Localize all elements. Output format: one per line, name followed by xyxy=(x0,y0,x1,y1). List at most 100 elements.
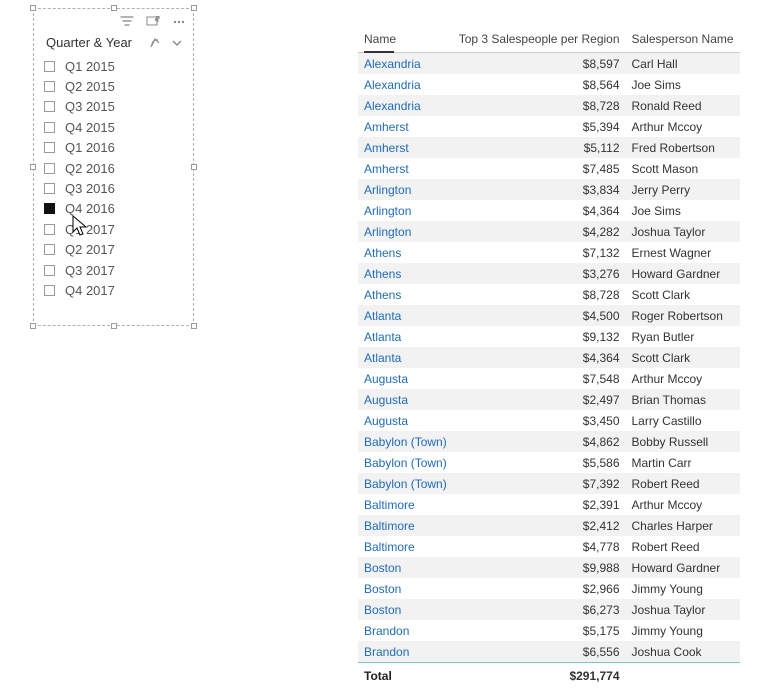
slicer-item[interactable]: Q2 2015 xyxy=(44,76,183,96)
cell-name: Boston xyxy=(358,599,453,620)
slicer-item[interactable]: Q1 2017 xyxy=(44,219,183,239)
table-row[interactable]: Boston$2,966Jimmy Young xyxy=(358,578,740,599)
cell-metric: $6,556 xyxy=(453,641,626,663)
clear-selections-icon[interactable] xyxy=(149,37,161,49)
checkbox-icon[interactable] xyxy=(44,61,55,72)
slicer-panel[interactable]: Quarter & Year Q1 2015Q2 2015Q3 2015Q4 2… xyxy=(33,8,194,326)
table-row[interactable]: Amherst$7,485Scott Mason xyxy=(358,158,740,179)
more-options-icon[interactable] xyxy=(171,15,187,29)
table-row[interactable]: Athens$3,276Howard Gardner xyxy=(358,263,740,284)
focus-mode-icon[interactable] xyxy=(145,15,161,29)
table-row[interactable]: Atlanta$9,132Ryan Butler xyxy=(358,326,740,347)
table-row[interactable]: Atlanta$4,364Scott Clark xyxy=(358,347,740,368)
table-row[interactable]: Alexandria$8,597Carl Hall xyxy=(358,53,740,75)
checkbox-icon[interactable] xyxy=(44,81,55,92)
resize-handle[interactable] xyxy=(30,323,36,329)
slicer-item[interactable]: Q3 2016 xyxy=(44,178,183,198)
table-row[interactable]: Babylon (Town)$7,392Robert Reed xyxy=(358,473,740,494)
slicer-item[interactable]: Q1 2015 xyxy=(44,56,183,76)
checkbox-icon[interactable] xyxy=(44,224,55,235)
resize-handle[interactable] xyxy=(191,164,197,170)
table-row[interactable]: Arlington$4,282Joshua Taylor xyxy=(358,221,740,242)
checkbox-icon[interactable] xyxy=(44,101,55,112)
cell-metric: $8,597 xyxy=(453,53,626,75)
slicer-item[interactable]: Q3 2017 xyxy=(44,260,183,280)
column-header-metric[interactable]: Top 3 Salespeople per Region xyxy=(453,28,626,53)
table-row[interactable]: Boston$9,988Howard Gardner xyxy=(358,557,740,578)
column-header-name[interactable]: Name xyxy=(358,28,453,53)
resize-handle[interactable] xyxy=(191,5,197,11)
slicer-header: Quarter & Year xyxy=(34,33,193,54)
table-row[interactable]: Augusta$2,497Brian Thomas xyxy=(358,389,740,410)
table-row[interactable]: Amherst$5,112Fred Robertson xyxy=(358,137,740,158)
cell-name: Athens xyxy=(358,284,453,305)
table-row[interactable]: Brandon$5,175Jimmy Young xyxy=(358,620,740,641)
table-row[interactable]: Brandon$6,556Joshua Cook xyxy=(358,641,740,663)
table-row[interactable]: Amherst$5,394Arthur Mccoy xyxy=(358,116,740,137)
cell-name: Atlanta xyxy=(358,326,453,347)
checkbox-icon[interactable] xyxy=(44,265,55,276)
table-row[interactable]: Athens$8,728Scott Clark xyxy=(358,284,740,305)
table-row[interactable]: Atlanta$4,500Roger Robertson xyxy=(358,305,740,326)
cell-metric: $7,132 xyxy=(453,242,626,263)
checkbox-icon[interactable] xyxy=(44,244,55,255)
table-row[interactable]: Augusta$3,450Larry Castillo xyxy=(358,410,740,431)
cell-salesperson: Fred Robertson xyxy=(626,137,740,158)
table-row[interactable]: Babylon (Town)$4,862Bobby Russell xyxy=(358,431,740,452)
slicer-item-label: Q2 2016 xyxy=(65,161,115,176)
chevron-down-icon[interactable] xyxy=(171,37,183,49)
cell-metric: $2,966 xyxy=(453,578,626,599)
resize-handle[interactable] xyxy=(111,323,117,329)
cell-metric: $4,364 xyxy=(453,347,626,368)
resize-handle[interactable] xyxy=(30,164,36,170)
total-value: $291,774 xyxy=(453,663,626,689)
table-row[interactable]: Arlington$4,364Joe Sims xyxy=(358,200,740,221)
slicer-item-label: Q1 2017 xyxy=(65,222,115,237)
table-row[interactable]: Athens$7,132Ernest Wagner xyxy=(358,242,740,263)
table-row[interactable]: Augusta$7,548Arthur Mccoy xyxy=(358,368,740,389)
cell-salesperson: Ernest Wagner xyxy=(626,242,740,263)
table-row[interactable]: Arlington$3,834Jerry Perry xyxy=(358,179,740,200)
filter-icon[interactable] xyxy=(119,15,135,29)
slicer-item[interactable]: Q2 2016 xyxy=(44,158,183,178)
cell-metric: $5,112 xyxy=(453,137,626,158)
table-row[interactable]: Baltimore$2,412Charles Harper xyxy=(358,515,740,536)
cell-salesperson: Howard Gardner xyxy=(626,557,740,578)
checkbox-icon[interactable] xyxy=(44,122,55,133)
resize-handle[interactable] xyxy=(30,5,36,11)
slicer-item[interactable]: Q4 2017 xyxy=(44,280,183,300)
cell-metric: $4,364 xyxy=(453,200,626,221)
table-row[interactable]: Alexandria$8,728Ronald Reed xyxy=(358,95,740,116)
table-visual[interactable]: Name Top 3 Salespeople per Region Salesp… xyxy=(358,28,733,689)
column-header-salesperson[interactable]: Salesperson Name xyxy=(626,28,740,53)
checkbox-icon[interactable] xyxy=(44,285,55,296)
checkbox-icon[interactable] xyxy=(44,163,55,174)
slicer-item[interactable]: Q1 2016 xyxy=(44,138,183,158)
slicer-item[interactable]: Q3 2015 xyxy=(44,97,183,117)
cell-metric: $9,132 xyxy=(453,326,626,347)
cell-name: Arlington xyxy=(358,221,453,242)
table-row[interactable]: Baltimore$4,778Robert Reed xyxy=(358,536,740,557)
cell-metric: $5,394 xyxy=(453,116,626,137)
slicer-item[interactable]: Q2 2017 xyxy=(44,240,183,260)
slicer-item[interactable]: Q4 2015 xyxy=(44,117,183,137)
cell-salesperson: Jimmy Young xyxy=(626,578,740,599)
checkbox-icon[interactable] xyxy=(44,142,55,153)
slicer-item-label: Q2 2017 xyxy=(65,242,115,257)
resize-handle[interactable] xyxy=(191,323,197,329)
table-row[interactable]: Babylon (Town)$5,586Martin Carr xyxy=(358,452,740,473)
table-row[interactable]: Alexandria$8,564Joe Sims xyxy=(358,74,740,95)
checkbox-icon[interactable] xyxy=(44,203,55,214)
cell-metric: $3,834 xyxy=(453,179,626,200)
slicer-toolbar xyxy=(34,9,193,33)
cell-name: Athens xyxy=(358,242,453,263)
cell-salesperson: Charles Harper xyxy=(626,515,740,536)
table-row[interactable]: Boston$6,273Joshua Taylor xyxy=(358,599,740,620)
cell-metric: $5,175 xyxy=(453,620,626,641)
slicer-item[interactable]: Q4 2016 xyxy=(44,199,183,219)
checkbox-icon[interactable] xyxy=(44,183,55,194)
cell-salesperson: Ryan Butler xyxy=(626,326,740,347)
cell-name: Atlanta xyxy=(358,347,453,368)
table-row[interactable]: Baltimore$2,391Arthur Mccoy xyxy=(358,494,740,515)
resize-handle[interactable] xyxy=(111,5,117,11)
